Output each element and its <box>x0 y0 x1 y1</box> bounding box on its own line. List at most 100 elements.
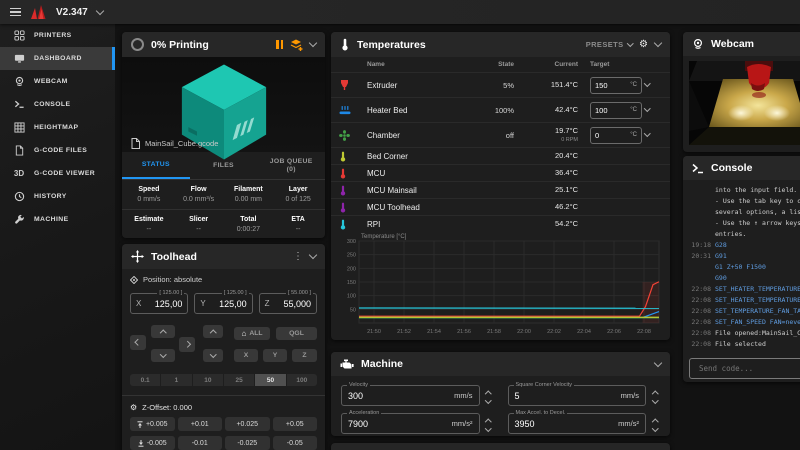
velocity-input[interactable]: Velocity 300 mm/s <box>341 382 480 406</box>
square-corner-velocity-stepper[interactable] <box>650 389 660 403</box>
acceleration-input[interactable]: Acceleration 7900 mm/s² <box>341 410 480 434</box>
svg-text:22:02: 22:02 <box>547 329 561 335</box>
jog-y-plus-button[interactable] <box>151 325 175 338</box>
top-app-bar: V2.347 <box>0 0 800 24</box>
distance-1-button[interactable]: 1 <box>161 374 192 386</box>
print-status-card: 0% Printing MainSail_Cube.gcode <box>122 32 325 238</box>
stat-eta: ETA -- <box>291 216 305 233</box>
stat-total: Total 0:00:27 <box>236 216 261 233</box>
z-position-field[interactable]: [ 55.000 ] Z 55,000 <box>258 290 317 314</box>
jog-z-plus-button[interactable] <box>203 325 223 338</box>
jog-y-minus-button[interactable] <box>151 349 175 362</box>
webcam-title: Webcam <box>711 38 754 50</box>
print-object-3d-cube[interactable] <box>170 58 278 166</box>
collapse-chevron-icon[interactable] <box>653 358 663 367</box>
tab-job-queue[interactable]: JOB QUEUE (0) <box>269 158 313 173</box>
max-accel-to-decel-input[interactable]: Max Accel. to Decel. 3950 mm/s² <box>507 410 646 434</box>
console-line: 19:18 G28 <box>691 241 727 249</box>
z-offset-up-0.01-button[interactable]: +0.01 <box>177 417 222 431</box>
print-status-title: 0% Printing <box>151 38 209 51</box>
jog-x-plus-button[interactable] <box>179 337 195 352</box>
more-options-icon[interactable]: ⋮ <box>293 251 303 262</box>
y-position-field[interactable]: [ 125.00 ] Y 125,00 <box>194 290 253 314</box>
temperature-chart[interactable]: Temperature [°C] 300 250 200 150 100 50 21:50 2… <box>337 234 664 343</box>
console-line: 22:08 SET_TEMPERATURE_FAN_TA <box>691 307 800 315</box>
extruder-target-input[interactable]: 150 °C <box>590 76 642 94</box>
jog-z-minus-button[interactable] <box>203 349 223 362</box>
collapse-chevron-icon[interactable] <box>308 38 318 48</box>
webcam-stream[interactable] <box>689 61 800 145</box>
square-corner-velocity-input[interactable]: Square Corner Velocity 5 mm/s <box>507 382 646 406</box>
home-all-button[interactable]: ⌂ ALL <box>234 327 270 340</box>
distance-100-button[interactable]: 100 <box>286 374 317 386</box>
console-line: - Use the ↑ arrow keys <box>715 219 800 227</box>
gear-icon[interactable]: ⚙ <box>639 39 648 50</box>
home-z-button[interactable]: Z <box>292 349 317 362</box>
velocity-stepper[interactable] <box>484 389 494 403</box>
tab-status[interactable]: STATUS <box>122 153 190 179</box>
sidebar-item-gcode-files[interactable]: G-CODE FILES <box>0 139 115 162</box>
sidebar-item-gcode-viewer[interactable]: 3D G-CODE VIEWER <box>0 162 115 185</box>
sensor-row-rpi[interactable]: RPI 54.2°C <box>331 215 670 232</box>
send-code-input[interactable] <box>697 363 800 374</box>
acceleration-stepper[interactable] <box>484 417 494 431</box>
sidebar-item-label: DASHBOARD <box>34 55 82 62</box>
home-x-button[interactable]: X <box>234 349 258 362</box>
exclude-object-icon[interactable] <box>290 39 303 51</box>
heater-row-chamber[interactable]: Chamber off 19.7°C 0 RPM 0 °C <box>331 122 670 147</box>
distance-0.1-button[interactable]: 0.1 <box>130 374 161 386</box>
stat-estimate: Estimate -- <box>134 216 164 233</box>
tab-files[interactable]: FILES <box>213 162 234 169</box>
menu-icon[interactable] <box>10 7 21 17</box>
collapse-chevron-icon[interactable] <box>308 250 318 260</box>
heater-row-extruder[interactable]: Extruder 5% 151.4°C 150 °C <box>331 72 670 97</box>
sidebar-item-webcam[interactable]: WEBCAM <box>0 70 115 93</box>
chamber-target-input[interactable]: 0 °C <box>590 126 642 144</box>
z-offset-down-0.05-button[interactable]: -0.05 <box>272 436 317 450</box>
sidebar-item-history[interactable]: HISTORY <box>0 185 115 208</box>
z-offset-up-0.05-button[interactable]: +0.05 <box>272 417 317 431</box>
sidebar-item-console[interactable]: CONSOLE <box>0 93 115 116</box>
home-icon: ⌂ <box>241 329 247 338</box>
heater-bed-target-input[interactable]: 100 °C <box>590 101 642 119</box>
file-icon <box>131 138 140 149</box>
max-accel-to-decel-stepper[interactable] <box>650 417 660 431</box>
target-dropdown-icon[interactable] <box>644 105 651 112</box>
z-offset-down-0.01-button[interactable]: -0.01 <box>177 436 222 450</box>
z-offset-up-0.025-button[interactable]: +0.025 <box>225 417 270 431</box>
presets-button[interactable]: PRESETS <box>586 39 633 49</box>
jog-x-minus-button[interactable] <box>130 335 146 350</box>
console-line: several options, a list <box>715 208 800 216</box>
chart-title: Temperature [°C] <box>361 234 407 240</box>
home-y-button[interactable]: Y <box>263 349 287 362</box>
qgl-button[interactable]: QGL <box>276 327 317 340</box>
distance-50-button[interactable]: 50 <box>255 374 286 386</box>
x-position-field[interactable]: [ 125.00 ] X 125,00 <box>130 290 189 314</box>
distance-10-button[interactable]: 10 <box>192 374 223 386</box>
sensor-row-mcu-mainsail[interactable]: MCU Mainsail 25.1°C <box>331 181 670 198</box>
sidebar-item-machine[interactable]: MACHINE <box>0 208 115 231</box>
printer-version-selector[interactable]: V2.347 <box>56 6 88 18</box>
sidebar-item-heightmap[interactable]: HEIGHTMAP <box>0 116 115 139</box>
z-offset-down-0.005-button[interactable]: -0.005 <box>130 436 175 450</box>
webcam-card: Webcam <box>683 32 800 152</box>
heater-row-heater-bed[interactable]: Heater Bed 100% 42.4°C 100 °C <box>331 97 670 122</box>
sensor-row-mcu-toolhead[interactable]: MCU Toolhead 46.2°C <box>331 198 670 215</box>
z-offset-up-0.005-button[interactable]: +0.005 <box>130 417 175 431</box>
sidebar-item-printers[interactable]: PRINTERS <box>0 24 115 47</box>
target-dropdown-icon[interactable] <box>644 130 651 137</box>
z-offset-down-0.025-button[interactable]: -0.025 <box>225 436 270 450</box>
axis-mode-icon <box>130 275 138 284</box>
chevron-down-icon[interactable] <box>95 6 104 15</box>
target-dropdown-icon[interactable] <box>644 80 651 87</box>
sensor-row-mcu[interactable]: MCU 36.4°C <box>331 164 670 181</box>
collapse-chevron-icon[interactable] <box>653 38 663 48</box>
thermometer-icon <box>340 202 346 213</box>
console-line: 20:31 G91 <box>691 252 727 260</box>
distance-25-button[interactable]: 25 <box>223 374 255 386</box>
console-log[interactable]: into the input field. - Use the tab key … <box>683 180 800 350</box>
pause-button[interactable] <box>276 40 283 49</box>
sidebar-item-dashboard[interactable]: DASHBOARD <box>0 47 115 70</box>
sensor-row-bed-corner[interactable]: Bed Corner 20.4°C <box>331 147 670 164</box>
console-line: into the input field. <box>715 186 798 194</box>
